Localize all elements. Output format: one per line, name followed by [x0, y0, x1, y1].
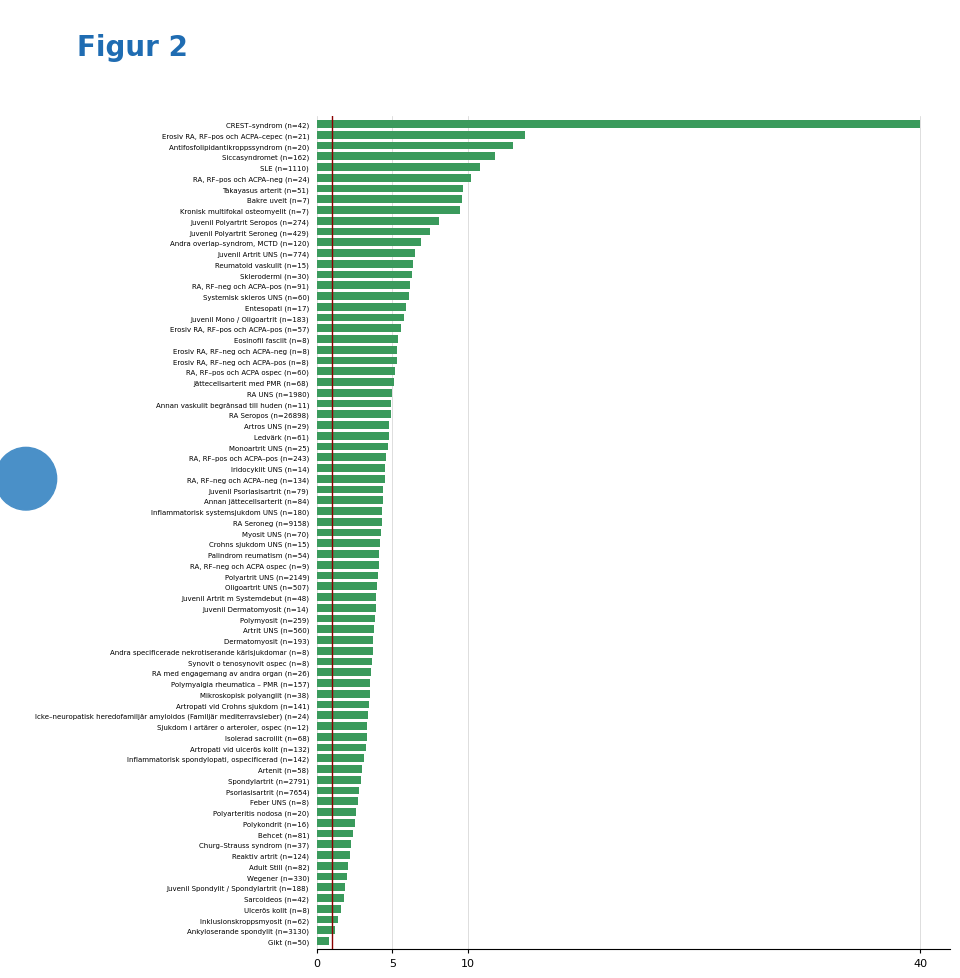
- Bar: [317, 926, 335, 934]
- Bar: [317, 143, 513, 151]
- Bar: [317, 121, 921, 129]
- Bar: [317, 175, 470, 183]
- Bar: [317, 325, 401, 333]
- Bar: [317, 465, 385, 472]
- Bar: [317, 154, 494, 161]
- Bar: [317, 540, 380, 548]
- Bar: [317, 658, 372, 666]
- Bar: [317, 218, 439, 225]
- Bar: [317, 777, 361, 784]
- Bar: [317, 626, 374, 634]
- Bar: [317, 475, 385, 483]
- Bar: [317, 497, 383, 505]
- Bar: [317, 744, 366, 752]
- Bar: [317, 207, 460, 214]
- Text: 16: 16: [17, 472, 35, 486]
- Bar: [317, 335, 398, 343]
- Bar: [317, 852, 350, 859]
- Bar: [317, 271, 412, 279]
- Bar: [317, 594, 376, 601]
- Bar: [317, 250, 415, 257]
- Bar: [317, 637, 373, 645]
- Bar: [317, 583, 377, 591]
- Bar: [317, 905, 341, 912]
- Bar: [317, 572, 378, 580]
- Bar: [317, 229, 430, 236]
- Bar: [317, 551, 379, 558]
- Bar: [317, 830, 353, 837]
- Bar: [317, 872, 347, 880]
- Bar: [317, 378, 394, 386]
- Bar: [317, 508, 382, 515]
- Bar: [317, 809, 356, 816]
- Bar: [317, 389, 393, 397]
- Bar: [317, 701, 369, 709]
- Bar: [317, 841, 351, 848]
- Bar: [317, 411, 391, 419]
- Bar: [317, 798, 357, 806]
- Bar: [317, 883, 346, 891]
- Bar: [317, 260, 414, 268]
- Bar: [317, 132, 525, 140]
- Bar: [317, 164, 480, 172]
- Bar: [317, 766, 362, 774]
- Bar: [317, 368, 396, 376]
- Bar: [317, 755, 364, 763]
- Bar: [317, 669, 372, 677]
- Bar: [317, 561, 378, 569]
- Bar: [317, 820, 354, 826]
- Bar: [317, 518, 382, 526]
- Bar: [317, 787, 359, 795]
- Bar: [317, 186, 463, 194]
- Bar: [317, 894, 344, 902]
- Bar: [317, 432, 389, 440]
- Bar: [317, 690, 370, 698]
- Bar: [317, 443, 388, 451]
- Bar: [317, 346, 396, 354]
- Bar: [317, 604, 375, 612]
- Bar: [317, 400, 391, 408]
- Bar: [317, 197, 462, 204]
- Bar: [317, 486, 383, 494]
- Bar: [317, 915, 338, 923]
- Bar: [317, 454, 386, 462]
- Bar: [317, 529, 381, 537]
- Bar: [317, 734, 367, 741]
- Bar: [317, 357, 396, 365]
- Bar: [317, 314, 404, 322]
- Bar: [317, 303, 406, 311]
- Bar: [317, 292, 409, 300]
- Bar: [317, 647, 372, 655]
- Bar: [317, 282, 410, 289]
- Text: Figur 2: Figur 2: [77, 34, 187, 63]
- Bar: [317, 723, 368, 731]
- Bar: [317, 615, 374, 623]
- Bar: [317, 862, 348, 869]
- Bar: [317, 937, 329, 945]
- Bar: [317, 680, 371, 688]
- Bar: [317, 240, 420, 246]
- Bar: [317, 422, 389, 429]
- Bar: [317, 712, 368, 720]
